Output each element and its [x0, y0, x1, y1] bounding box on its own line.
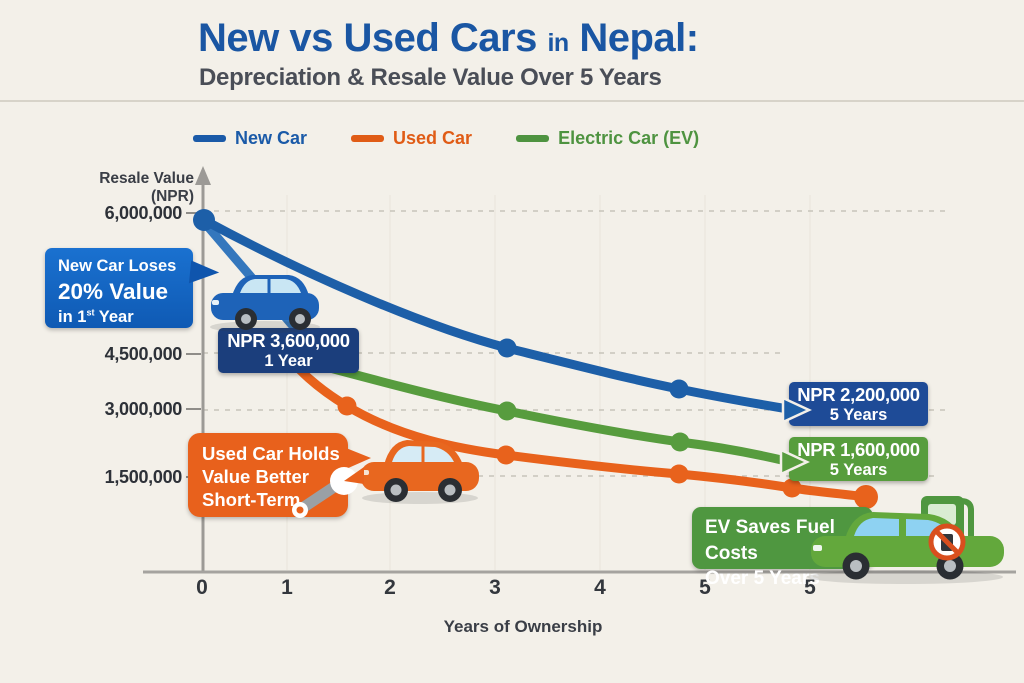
callout-used-car-holds-value: Used Car Holds Value Better Short-Term: [188, 433, 348, 517]
callout-line: in 1st Year: [58, 307, 134, 326]
y-tick-1500000: 1,500,000: [104, 467, 183, 487]
legend-label-ev: Electric Car (EV): [558, 128, 700, 148]
ev-line: [325, 363, 791, 466]
callout-period: 1 Year: [264, 352, 313, 370]
callout-value: NPR 1,600,000: [797, 439, 920, 460]
callout-npr-2200000-5yr: NPR 2,200,000 5 Years: [789, 382, 928, 426]
no-fuel-icon: [928, 523, 966, 561]
page-subtitle: Depreciation & Resale Value Over 5 Years: [199, 64, 662, 91]
callout-pointer: [188, 260, 221, 287]
legend-dash-orange: [351, 135, 385, 142]
legend-label-used-car: Used Car: [393, 128, 473, 148]
callout-value: NPR 2,200,000: [797, 384, 920, 405]
legend-label-new-car: New Car: [235, 128, 308, 148]
title-in: in: [547, 29, 569, 57]
callout-new-car-loss: New Car Loses 20% Value in 1st Year: [45, 248, 193, 328]
callout-line: EV Saves Fuel Costs: [705, 517, 835, 564]
legend: New Car Used Car Electric Car (EV): [193, 128, 699, 149]
x-tick-3: 3: [489, 576, 501, 599]
y-tickmark: [186, 212, 201, 214]
ev-dots: [497, 401, 690, 452]
title-part1: New vs Used Cars: [198, 16, 537, 60]
callout-line: Used Car Holds: [202, 443, 340, 464]
y-axis-arrow-icon: [195, 166, 211, 185]
callout-period: 5 Years: [829, 461, 888, 479]
callout-line: New Car Loses: [58, 257, 177, 275]
y-tickmark: [186, 353, 201, 355]
x-tick-2: 2: [384, 576, 396, 599]
legend-item-used-car: Used Car: [351, 128, 472, 149]
header-divider: [0, 100, 1024, 102]
new-car-line: [199, 215, 793, 414]
new-car-illustration: [210, 275, 320, 333]
x-tick-0: 0: [196, 576, 208, 599]
title-part2: Nepal:: [579, 16, 699, 60]
legend-dash-blue: [193, 135, 226, 142]
callout-line: 20% Value: [58, 279, 169, 305]
callout-period: 5 Years: [829, 406, 888, 424]
x-tick-5a: 5: [699, 576, 711, 599]
callout-npr-1600000-5yr: NPR 1,600,000 5 Years: [789, 437, 928, 481]
legend-item-new-car: New Car: [193, 128, 307, 149]
callout-value: NPR 3,600,000: [227, 330, 350, 351]
callout-npr-3600000-1yr: NPR 3,600,000 1 Year: [218, 328, 359, 373]
used-car-illustration: [361, 440, 479, 504]
x-tick-5b: 5: [804, 576, 816, 599]
y-tick-3000000: 3,000,000: [104, 399, 183, 419]
y-tick-4500000: 4,500,000: [104, 344, 183, 364]
callout-pointer: [346, 448, 371, 469]
callout-line: Value Better: [202, 466, 309, 488]
callout-ev-fuel-savings: EV Saves Fuel Costs Over 5 Years: [692, 507, 873, 589]
y-tickmark: [186, 408, 201, 410]
x-tick-4: 4: [594, 576, 606, 599]
x-tick-1: 1: [281, 576, 293, 599]
x-axis-title: Years of Ownership: [443, 617, 603, 636]
legend-item-ev: Electric Car (EV): [516, 128, 699, 149]
callout-line: Over 5 Years: [705, 568, 820, 590]
used-car-line: [295, 365, 871, 502]
y-axis-title: Resale Value (NPR): [99, 170, 194, 205]
charging-station-illustration: [916, 496, 974, 565]
callout-line: Short-Term: [202, 489, 301, 511]
page-title: New vs Used Cars in Nepal:: [198, 16, 699, 61]
y-tick-6000000: 6,000,000: [104, 203, 183, 223]
legend-dash-green: [516, 135, 550, 142]
